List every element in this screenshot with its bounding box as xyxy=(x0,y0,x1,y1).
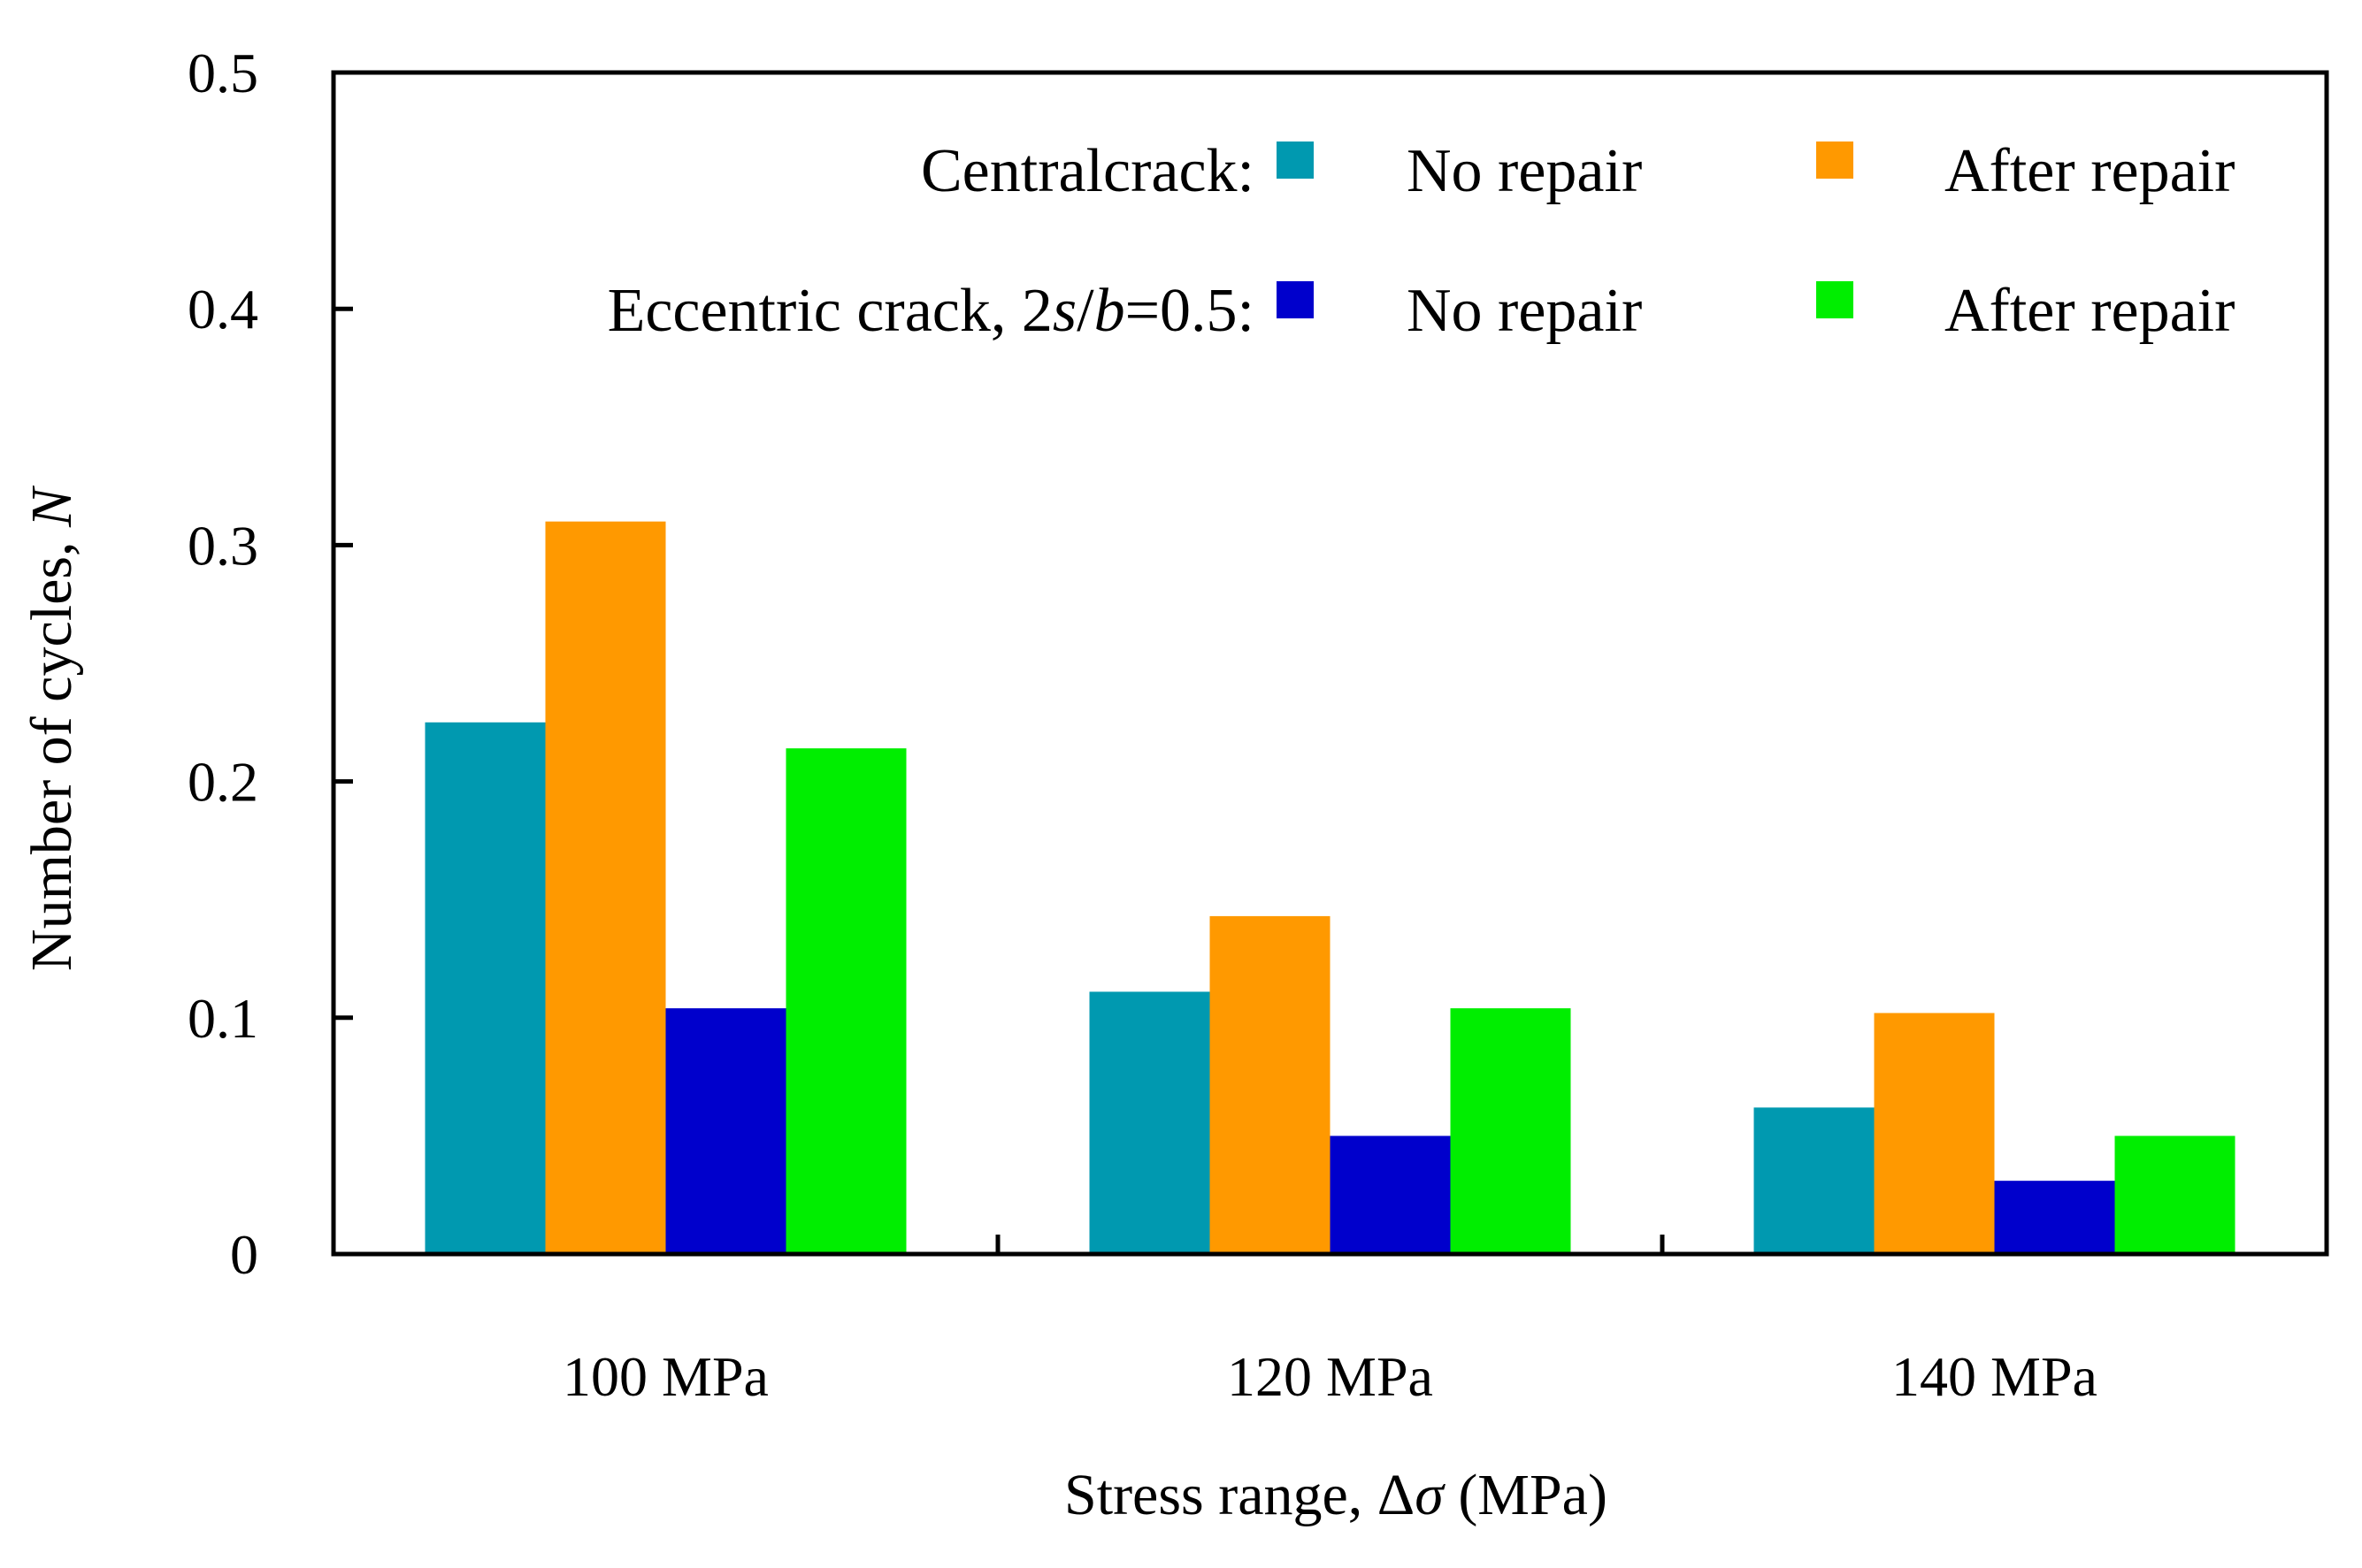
legend-swatch xyxy=(1277,142,1314,179)
y-tick-label: 0.5 xyxy=(188,42,258,104)
bars-layer xyxy=(425,521,2235,1254)
x-tick-label: 120 MPa xyxy=(1227,1345,1433,1408)
y-tick-label: 0 xyxy=(230,1223,258,1286)
bar xyxy=(1330,1136,1451,1254)
plot-frame xyxy=(331,70,2329,1257)
bar xyxy=(1209,915,1331,1254)
y-axis-title: Number of cycles, N xyxy=(19,485,84,971)
legend-entry-label: No repair xyxy=(1407,277,1642,345)
x-axis-title: Stress range, Δσ (MPa) xyxy=(1064,1463,1607,1527)
y-tick-label: 0.1 xyxy=(188,987,258,1050)
bar xyxy=(1753,1107,1875,1254)
y-tick-label: 0.3 xyxy=(188,514,258,577)
legend-group-label: Centralcrack: xyxy=(921,137,1254,205)
legend-entry-label: After repair xyxy=(1944,137,2235,205)
x-tick-label: 100 MPa xyxy=(563,1345,769,1408)
bar xyxy=(2114,1136,2235,1254)
bar xyxy=(786,748,907,1254)
bar xyxy=(1994,1181,2115,1254)
legend-swatch xyxy=(1277,281,1314,318)
legend: Centralcrack: Eccentric crack, 2s/b=0.5: N… xyxy=(608,137,2235,345)
legend-swatch xyxy=(1816,281,1853,318)
y-axis-ticks: 0 0.1 0.2 0.3 0.4 0.5 xyxy=(188,42,353,1286)
legend-entry-label: No repair xyxy=(1407,137,1642,205)
y-tick-label: 0.4 xyxy=(188,278,258,340)
bar xyxy=(665,1008,786,1254)
y-tick-label: 0.2 xyxy=(188,751,258,814)
x-axis-ticks: 100 MPa 120 MPa 140 MPa xyxy=(563,1235,2097,1408)
bar xyxy=(425,722,546,1254)
bar xyxy=(545,521,666,1254)
x-tick-label: 140 MPa xyxy=(1891,1345,2097,1408)
bar xyxy=(1874,1013,1995,1254)
bar xyxy=(1089,991,1210,1254)
legend-swatch xyxy=(1816,142,1853,179)
bar xyxy=(1450,1008,1571,1254)
legend-entry-label: After repair xyxy=(1944,277,2235,345)
legend-group-label: Eccentric crack, 2s/b=0.5: xyxy=(608,277,1254,345)
